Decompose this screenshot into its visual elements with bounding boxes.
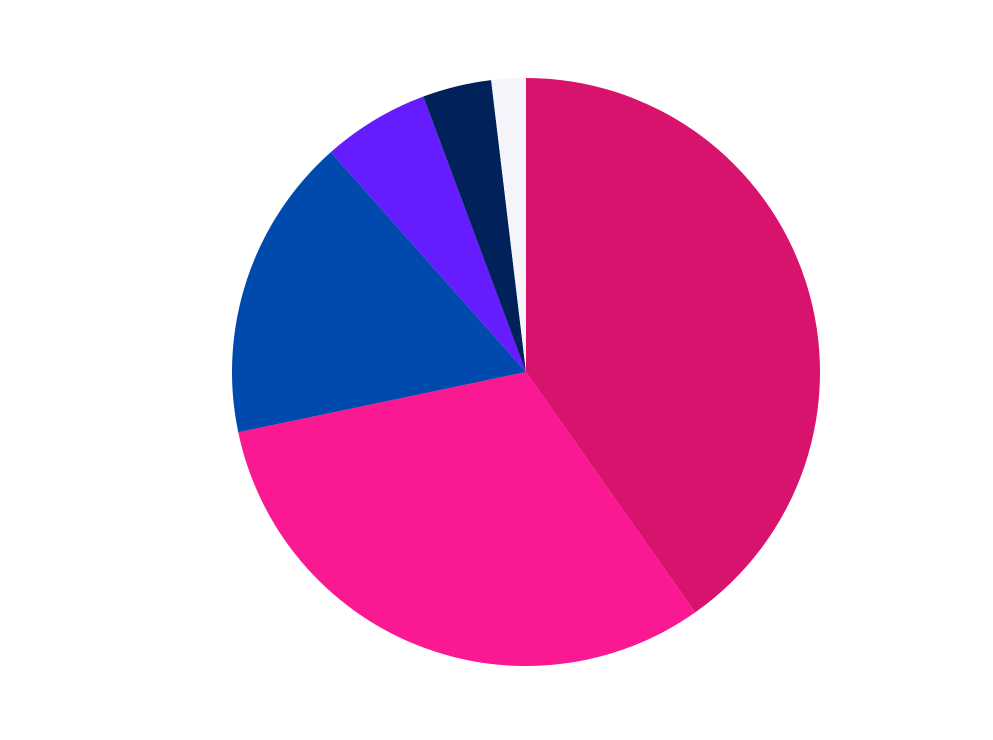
- pie-slice-3: [232, 152, 527, 433]
- pie-slice-2: [238, 372, 696, 667]
- pie-slices: [232, 78, 821, 667]
- pie-slice-5: [423, 80, 526, 372]
- pie-slice-6: [491, 78, 526, 372]
- pie-slice-1: [526, 78, 821, 613]
- pie-slice-4: [330, 96, 526, 372]
